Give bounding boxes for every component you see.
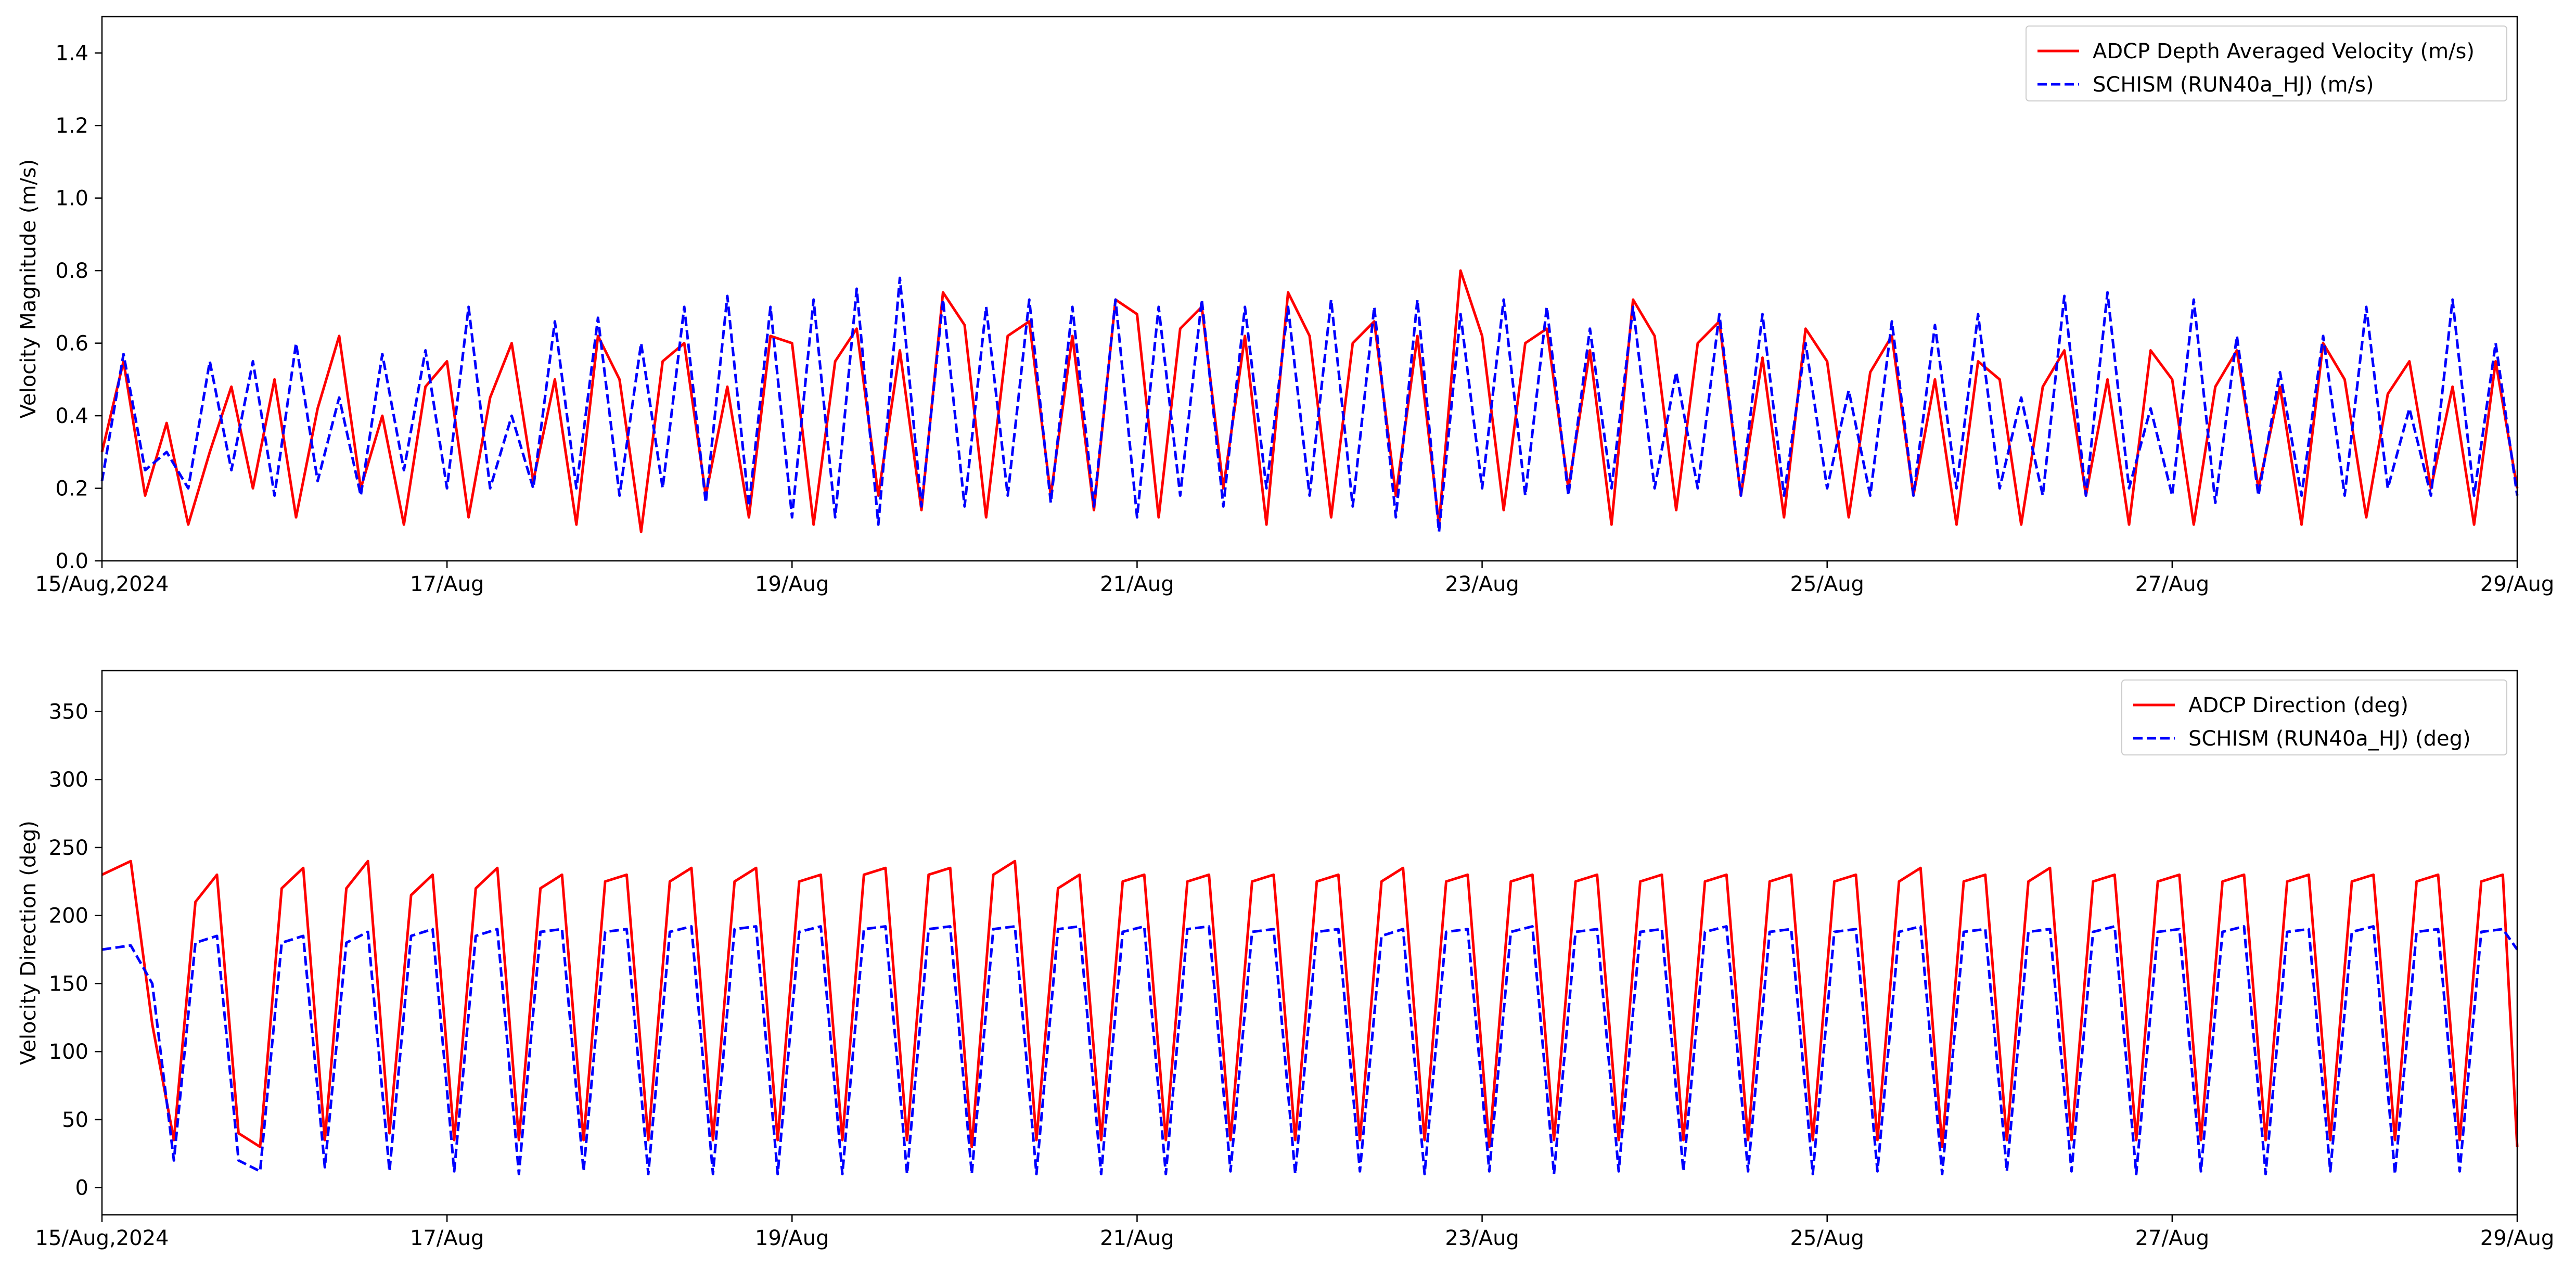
x-tick-label: 25/Aug xyxy=(1790,1226,1864,1250)
x-tick-label: 19/Aug xyxy=(755,572,829,596)
y-tick-label: 150 xyxy=(49,972,88,996)
y-tick-label: 100 xyxy=(49,1040,88,1064)
y-tick-label: 1.2 xyxy=(55,114,88,138)
velocity-magnitude-y-axis-label: Velocity Magnitude (m/s) xyxy=(17,159,41,419)
series-line-0-1 xyxy=(100,276,2519,533)
y-tick-label: 0.4 xyxy=(55,404,88,428)
series-line-1-1 xyxy=(101,925,2519,1176)
y-tick-label: 0 xyxy=(75,1176,88,1200)
legend-label-schism-velocity: SCHISM (RUN40a_HJ) (m/s) xyxy=(2093,73,2374,97)
x-tick-label: 27/Aug xyxy=(2135,572,2209,596)
x-tick-label: 15/Aug,2024 xyxy=(35,1226,169,1250)
y-tick-label: 0.0 xyxy=(55,549,88,573)
x-tick-label: 19/Aug xyxy=(755,1226,829,1250)
velocity-direction-lines xyxy=(101,860,2519,1176)
y-tick-label: 0.8 xyxy=(55,259,88,283)
y-tick-label: 250 xyxy=(49,836,88,860)
velocity-magnitude-axes-frame xyxy=(101,16,2518,562)
x-tick-label: 21/Aug xyxy=(1100,1226,1174,1250)
x-tick-label: 29/Aug xyxy=(2480,1226,2554,1250)
velocity-magnitude-chart: 0.0 0.2 0.4 0.6 0.8 1.0 1.2 1.4 15/Aug,2024 17/A… xyxy=(17,16,2554,596)
x-tick-label: 17/Aug xyxy=(410,572,484,596)
x-tick-label: 17/Aug xyxy=(410,1226,484,1250)
x-tick-label: 23/Aug xyxy=(1445,1226,1519,1250)
x-tick-label: 21/Aug xyxy=(1100,572,1174,596)
x-tick-label: 23/Aug xyxy=(1445,572,1519,596)
velocity-direction-x-ticks: 15/Aug,2024 17/Aug 19/Aug 21/Aug 23/Aug 25/Au… xyxy=(35,1215,2554,1250)
velocity-direction-legend: ADCP Direction (deg) SCHISM (RUN40a_HJ) … xyxy=(2121,679,2507,755)
y-tick-label: 200 xyxy=(49,904,88,928)
series-line-0-0 xyxy=(100,269,2519,533)
y-tick-label: 350 xyxy=(49,700,88,724)
velocity-direction-legend-box xyxy=(2121,679,2507,755)
x-tick-label: 15/Aug,2024 xyxy=(35,572,169,596)
y-tick-label: 0.6 xyxy=(55,332,88,356)
y-tick-label: 0.2 xyxy=(55,477,88,501)
x-tick-label: 29/Aug xyxy=(2480,572,2554,596)
series-line-1-0 xyxy=(101,860,2519,1148)
velocity-direction-axes-frame xyxy=(101,670,2518,1216)
y-tick-label: 300 xyxy=(49,768,88,792)
velocity-direction-y-axis-label: Velocity Direction (deg) xyxy=(17,820,41,1065)
y-tick-label: 1.0 xyxy=(55,187,88,211)
velocity-magnitude-x-ticks: 15/Aug,2024 17/Aug 19/Aug 21/Aug 23/Aug 25/Au… xyxy=(35,561,2554,596)
x-tick-label: 27/Aug xyxy=(2135,1226,2209,1250)
velocity-direction-y-ticks: 0 50 100 150 200 250 300 350 xyxy=(49,700,102,1200)
velocity-magnitude-legend: ADCP Depth Averaged Velocity (m/s) SCHIS… xyxy=(2026,25,2507,101)
velocity-magnitude-lines xyxy=(100,269,2519,533)
legend-label-schism-direction: SCHISM (RUN40a_HJ) (deg) xyxy=(2188,727,2471,751)
velocity-magnitude-y-ticks: 0.0 0.2 0.4 0.6 0.8 1.0 1.2 1.4 xyxy=(55,42,102,573)
y-tick-label: 50 xyxy=(62,1108,88,1132)
x-tick-label: 25/Aug xyxy=(1790,572,1864,596)
y-tick-label: 1.4 xyxy=(55,42,88,66)
velocity-magnitude-legend-box xyxy=(2026,25,2507,101)
legend-label-adcp-direction: ADCP Direction (deg) xyxy=(2188,694,2408,717)
legend-label-adcp-velocity: ADCP Depth Averaged Velocity (m/s) xyxy=(2093,40,2475,63)
